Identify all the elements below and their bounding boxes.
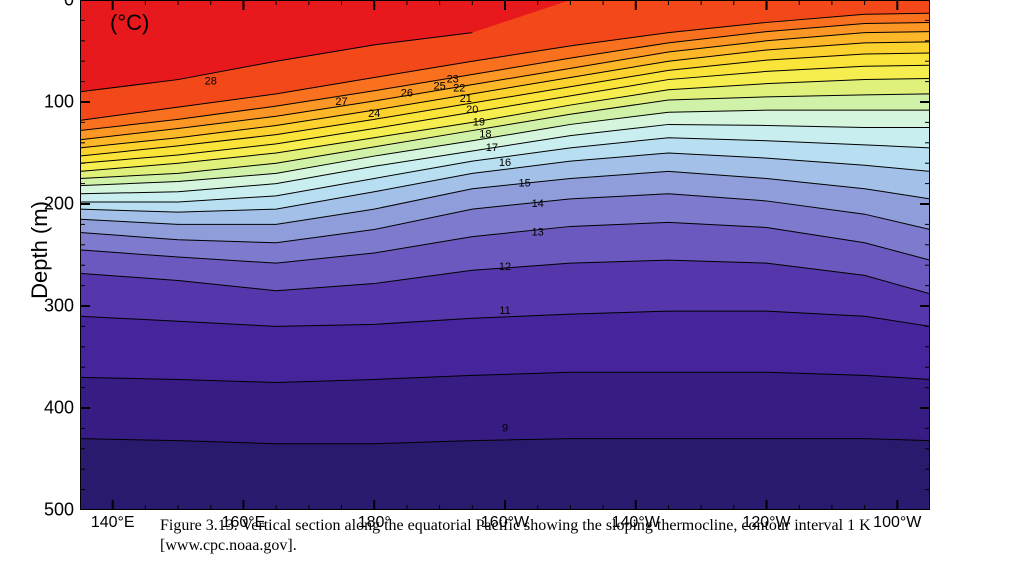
svg-text:15: 15 [518,178,530,190]
svg-text:27: 27 [335,96,347,108]
svg-text:14: 14 [532,198,544,210]
xtick: 140°E [91,514,135,532]
svg-text:19: 19 [473,116,485,128]
svg-text:13: 13 [532,226,544,238]
ytick: 0 [24,0,74,11]
ytick: 500 [24,500,74,521]
svg-text:9: 9 [502,422,508,434]
svg-text:12: 12 [499,261,511,273]
ytick: 400 [24,398,74,419]
svg-text:11: 11 [499,305,510,317]
svg-text:18: 18 [479,129,491,141]
contour-plot: 9111213141516171819202122232425262728 (°… [80,0,930,510]
svg-text:20: 20 [466,104,478,116]
ytick: 100 [24,92,74,113]
y-axis-label: Depth (m) [27,201,53,299]
svg-text:16: 16 [499,157,511,169]
ytick: 200 [24,194,74,215]
svg-text:28: 28 [205,76,217,88]
ytick: 300 [24,296,74,317]
svg-text:24: 24 [368,108,380,120]
svg-text:17: 17 [486,142,498,154]
svg-text:26: 26 [401,88,413,100]
unit-label: (°C) [110,10,149,36]
figure-caption: Figure 3.13. Vertical section along the … [160,516,900,556]
svg-text:25: 25 [433,81,445,93]
svg-text:23: 23 [447,73,459,85]
